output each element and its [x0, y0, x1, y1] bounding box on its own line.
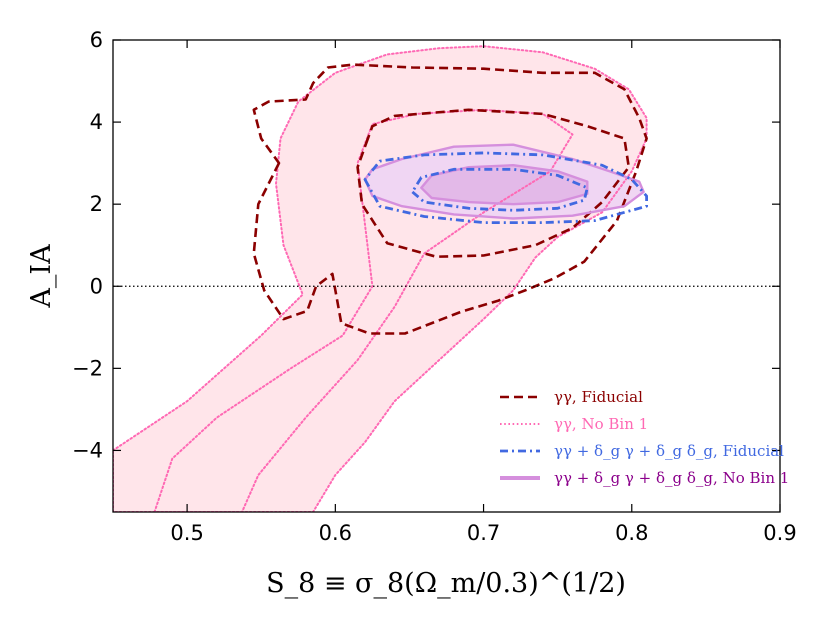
legend-label-dashed: γγ, Fiducial — [554, 388, 643, 406]
x-tick-label: 0.6 — [319, 521, 352, 545]
legend-label-dashdot: γγ + δ_g γ + δ_g δ_g, Fiducial — [554, 442, 784, 460]
x-tick-label: 0.9 — [763, 521, 796, 545]
y-tick-label: −4 — [72, 438, 103, 462]
contour-line-solid-2 — [420, 164, 589, 206]
y-axis-title: A_IA — [26, 244, 57, 309]
y-tick-label: 2 — [90, 192, 103, 216]
contour-layer — [113, 45, 648, 512]
y-tick-label: 4 — [90, 110, 103, 134]
contour-line-dashed-2 — [356, 108, 631, 258]
contour-line-dotted-1 — [113, 45, 648, 512]
contour-line-solid-1 — [363, 143, 645, 220]
legend-label-dotted: γγ, No Bin 1 — [554, 415, 648, 433]
y-tick-label: 6 — [90, 28, 103, 52]
plot-frame — [112, 39, 781, 513]
contour-line-dashed-1 — [252, 63, 648, 335]
y-tick-label: −2 — [72, 356, 103, 380]
x-tick-label: 0.5 — [170, 521, 203, 545]
legend: γγ, Fiducial γγ, No Bin 1 γγ + δ_g γ + δ_g… — [500, 388, 789, 487]
contour-line-dashdot-1 — [363, 151, 648, 224]
y-tick-label: 0 — [90, 274, 103, 298]
legend-label-solid: γγ + δ_g γ + δ_g δ_g, No Bin 1 — [554, 469, 789, 487]
tick-layer: 0.5 0.6 0.7 0.8 0.9 −4 −2 0 2 4 6 — [72, 28, 797, 545]
x-tick-label: 0.7 — [467, 521, 500, 545]
x-tick-label: 0.8 — [615, 521, 648, 545]
contour-line-dashdot-2 — [411, 167, 589, 212]
x-axis-title: S_8 ≡ σ_8(Ω_m/0.3)^(1/2) — [266, 568, 626, 599]
